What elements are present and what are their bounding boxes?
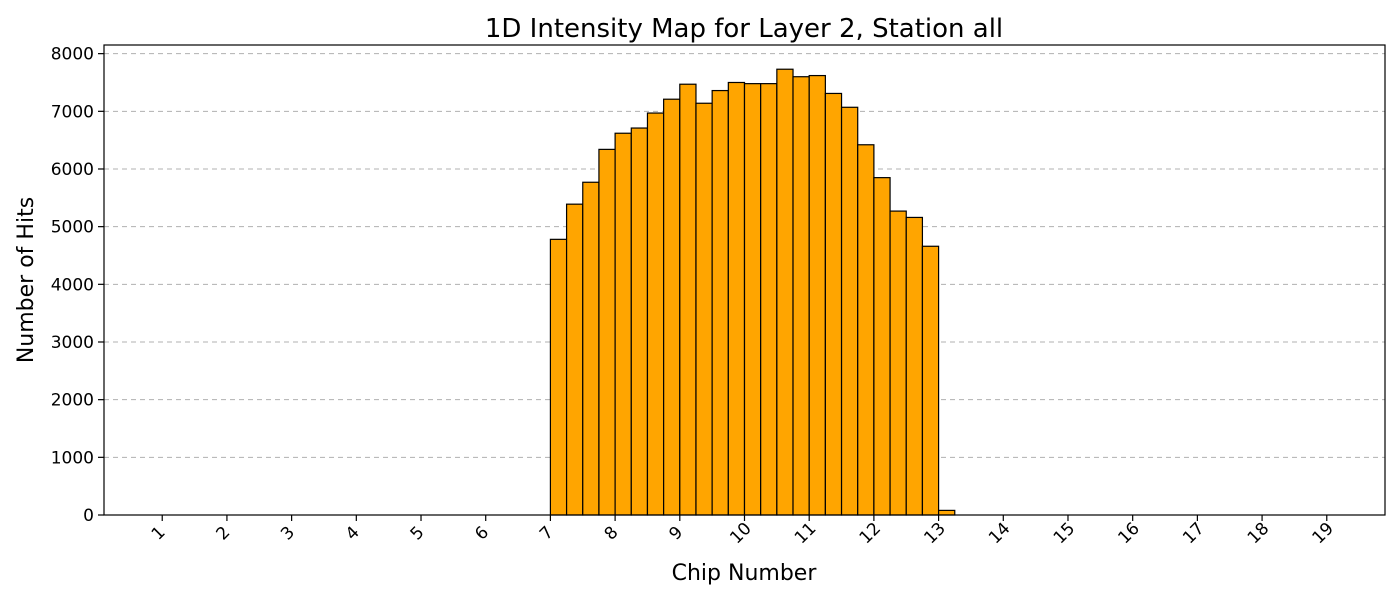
histogram-bar <box>937 509 956 516</box>
x-tick-label: 15 <box>1050 519 1079 548</box>
histogram-bar <box>743 83 762 516</box>
histogram-bar <box>873 177 891 516</box>
y-tick-label: 1000 <box>51 448 94 468</box>
x-tick-label: 17 <box>1179 519 1208 548</box>
histogram-bar <box>889 210 907 516</box>
x-tick-label: 6 <box>471 523 493 545</box>
x-tick-label: 12 <box>856 519 885 548</box>
x-tick-label: 19 <box>1309 519 1338 548</box>
y-tick-label: 0 <box>83 506 94 526</box>
y-tick-label: 6000 <box>51 160 94 180</box>
histogram-bars <box>549 68 956 516</box>
x-tick-label: 3 <box>277 523 299 545</box>
histogram-bar <box>614 132 632 516</box>
chart-title: 1D Intensity Map for Layer 2, Station al… <box>485 14 1003 44</box>
histogram-bar <box>727 81 746 516</box>
histogram-bar <box>921 245 940 516</box>
x-tick-label: 8 <box>601 523 623 545</box>
y-tick-label: 5000 <box>51 218 94 238</box>
histogram-bar <box>582 181 600 516</box>
y-tick-label: 4000 <box>51 275 94 295</box>
x-tick-label: 9 <box>665 523 687 545</box>
histogram-bar <box>776 68 794 516</box>
x-tick-label: 11 <box>791 519 820 548</box>
histogram-bar <box>792 76 810 516</box>
histogram-bar <box>630 127 649 516</box>
x-axis-label: Chip Number <box>672 561 818 586</box>
y-axis-ticks: 0 1000 2000 3000 4000 5000 6000 7000 8000 <box>51 45 104 526</box>
histogram-bar <box>824 92 843 516</box>
histogram-bar <box>857 144 875 516</box>
y-axis-label: Number of Hits <box>14 197 39 363</box>
histogram-bar <box>646 112 665 516</box>
x-tick-label: 18 <box>1244 519 1273 548</box>
x-tick-label: 14 <box>985 519 1014 548</box>
x-tick-label: 5 <box>407 523 429 545</box>
histogram-bar <box>598 148 616 516</box>
histogram-bar <box>565 203 584 516</box>
y-tick-label: 8000 <box>51 45 94 65</box>
x-tick-label: 16 <box>1114 519 1143 548</box>
histogram-bar <box>711 89 729 516</box>
x-tick-label: 4 <box>342 523 364 545</box>
histogram-bar <box>840 106 859 516</box>
x-tick-label: 7 <box>536 523 558 545</box>
x-tick-label: 1 <box>148 523 170 545</box>
histogram-bar <box>549 238 568 516</box>
y-tick-label: 7000 <box>51 102 94 122</box>
histogram-bar <box>808 74 826 516</box>
x-tick-label: 2 <box>212 523 234 545</box>
x-axis-ticks: 1 2 3 4 5 6 7 8 9 10 11 12 13 14 15 16 17 18 19 <box>148 515 1338 548</box>
histogram-bar <box>695 102 713 516</box>
y-tick-label: 3000 <box>51 333 94 353</box>
x-tick-label: 13 <box>920 519 949 548</box>
y-tick-label: 2000 <box>51 391 94 411</box>
histogram-bar <box>760 83 778 516</box>
x-tick-label: 10 <box>726 519 755 548</box>
histogram-bar <box>905 216 924 516</box>
histogram-bar <box>679 83 697 516</box>
histogram-bar <box>663 98 681 516</box>
